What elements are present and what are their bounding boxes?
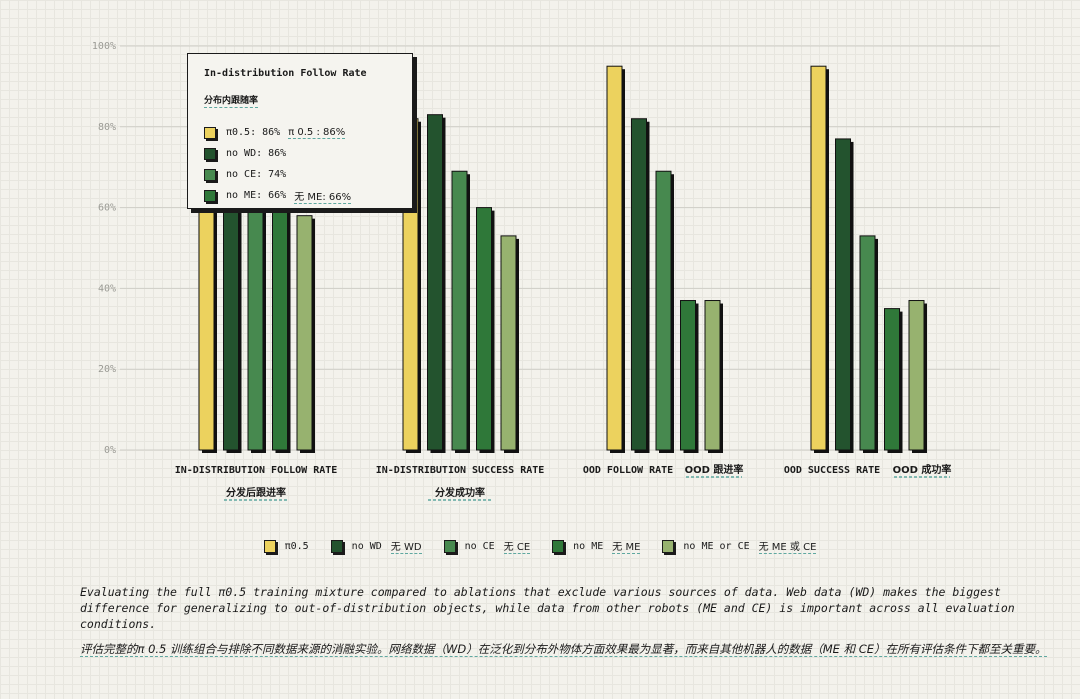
tooltip-row: π0.5: 86% π 0.5 : 86%	[204, 122, 396, 143]
bar	[908, 300, 925, 451]
category-label: OOD SUCCESS RATE	[784, 465, 880, 476]
tooltip-row-label-cn: π 0.5 : 86%	[288, 126, 346, 139]
category-label: IN-DISTRIBUTION FOLLOW RATE	[175, 465, 338, 476]
tooltip-row-label: no CE: 74%	[226, 169, 287, 180]
legend-swatch	[662, 539, 675, 553]
legend-label-cn: 无 ME 或 CE	[758, 538, 817, 554]
bar	[884, 308, 900, 451]
legend-item[interactable]: π0.5	[263, 539, 309, 553]
tooltip-swatch	[204, 189, 216, 202]
bar	[272, 182, 288, 451]
y-tick-label: 100%	[92, 41, 116, 52]
bar	[500, 235, 517, 451]
tooltip-title: In-distribution Follow Rate	[204, 68, 367, 79]
tooltip-row-label: no ME: 66%	[226, 190, 287, 201]
bar	[427, 114, 443, 451]
tooltip-title-cn: 分布内跟随率	[204, 93, 259, 108]
tooltip-row: no WD: 86%	[204, 143, 396, 164]
legend-label: no ME or CE	[683, 540, 750, 552]
y-tick-label: 20%	[98, 364, 116, 375]
y-tick-label: 0%	[104, 445, 116, 456]
bar	[631, 118, 647, 451]
legend-swatch	[263, 539, 276, 553]
bar	[859, 235, 876, 451]
category-label-cn: 分发成功率	[435, 486, 485, 499]
category-label-cn: OOD 跟进率	[685, 463, 744, 476]
legend-swatch	[552, 539, 565, 553]
legend-label: no ME	[573, 540, 604, 552]
y-tick-label: 80%	[98, 122, 116, 133]
legend-item[interactable]: no ME or CE 无 ME 或 CE	[662, 538, 817, 554]
bar	[810, 65, 827, 451]
legend-item[interactable]: no WD 无 WD	[330, 538, 422, 554]
bar	[835, 138, 851, 451]
tooltip-swatch	[204, 168, 216, 181]
tooltip-row: no CE: 74%	[204, 164, 396, 185]
legend-label: no WD	[351, 540, 382, 552]
legend-label-cn: 无 ME	[612, 538, 641, 554]
legend-label: no CE	[464, 540, 495, 552]
category-label-cn: 分发后跟进率	[226, 486, 286, 499]
y-tick-label: 60%	[98, 203, 116, 214]
bar	[680, 300, 696, 451]
category-label: IN-DISTRIBUTION SUCCESS RATE	[376, 465, 545, 476]
bar	[606, 65, 623, 451]
tooltip-row-label: π0.5: 86%	[226, 127, 281, 138]
bar	[296, 215, 313, 451]
tooltip-row-label: no WD: 86%	[226, 148, 287, 159]
legend-label-cn: 无 WD	[390, 538, 422, 554]
caption-cn: 评估完整的π 0.5 训练组合与排除不同数据来源的消融实验。网络数据（WD）在泛…	[80, 642, 1047, 657]
tooltip-swatch	[204, 126, 216, 139]
chart-tooltip: In-distribution Follow Rate 分布内跟随率 π0.5:…	[187, 53, 413, 209]
category-label-cn: OOD 成功率	[893, 463, 952, 476]
bar	[451, 170, 468, 451]
tooltip-swatch	[204, 147, 216, 160]
caption-en: Evaluating the full π0.5 training mixtur…	[80, 585, 1015, 631]
legend-label: π0.5	[284, 540, 309, 552]
category-label: OOD FOLLOW RATE	[583, 465, 673, 476]
legend-swatch	[330, 539, 343, 553]
legend-label-cn: 无 CE	[503, 538, 531, 554]
tooltip-row: no ME: 66% 无 ME: 66%	[204, 185, 396, 206]
legend-item[interactable]: no CE 无 CE	[443, 538, 531, 554]
chart-legend: π0.5 no WD 无 WD no CE 无 CE no ME 无 ME no ME or …	[0, 538, 1080, 554]
bar-chart: 100% 80% 60% 40% 20% 0% IN-DISTRIBUTION FOLLOW…	[92, 41, 1000, 501]
legend-item[interactable]: no ME 无 ME	[552, 538, 641, 554]
bar	[476, 207, 492, 451]
bar	[655, 170, 672, 451]
bar	[704, 300, 721, 451]
y-tick-label: 40%	[98, 283, 116, 294]
tooltip-row-label-cn: 无 ME: 66%	[294, 188, 352, 204]
legend-swatch	[443, 539, 456, 553]
